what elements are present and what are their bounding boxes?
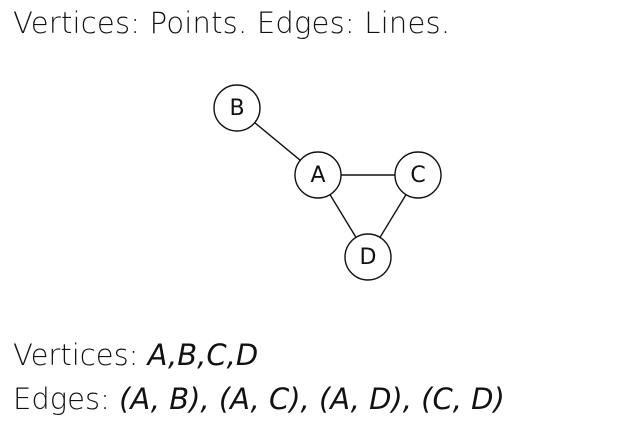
node-label: B bbox=[229, 96, 244, 121]
vertices-value: A,B,C,D bbox=[147, 338, 259, 372]
edge-a-d bbox=[329, 194, 357, 238]
node-circle bbox=[213, 84, 261, 132]
node-layer: B A C D bbox=[213, 84, 442, 281]
node-label: A bbox=[310, 163, 325, 188]
node-label: C bbox=[410, 163, 425, 188]
node-circle bbox=[294, 151, 342, 199]
vertices-line: Vertices: A,B,C,D bbox=[13, 338, 258, 372]
edge-c-d bbox=[379, 194, 407, 238]
node-d: D bbox=[344, 233, 392, 281]
edge-layer bbox=[254, 122, 407, 238]
edges-label: Edges: bbox=[13, 382, 110, 416]
node-c: C bbox=[394, 151, 442, 199]
node-b: B bbox=[213, 84, 261, 132]
node-circle bbox=[344, 233, 392, 281]
node-a: A bbox=[294, 151, 342, 199]
edge-a-b bbox=[254, 122, 301, 161]
node-label: D bbox=[360, 245, 377, 270]
edges-value: (A, B), (A, C), (A, D), (C, D) bbox=[119, 382, 505, 416]
slide-heading: Vertices: Points. Edges: Lines. bbox=[13, 6, 451, 40]
edges-line: Edges: (A, B), (A, C), (A, D), (C, D) bbox=[13, 382, 505, 416]
vertices-label: Vertices: bbox=[13, 338, 139, 372]
node-circle bbox=[394, 151, 442, 199]
